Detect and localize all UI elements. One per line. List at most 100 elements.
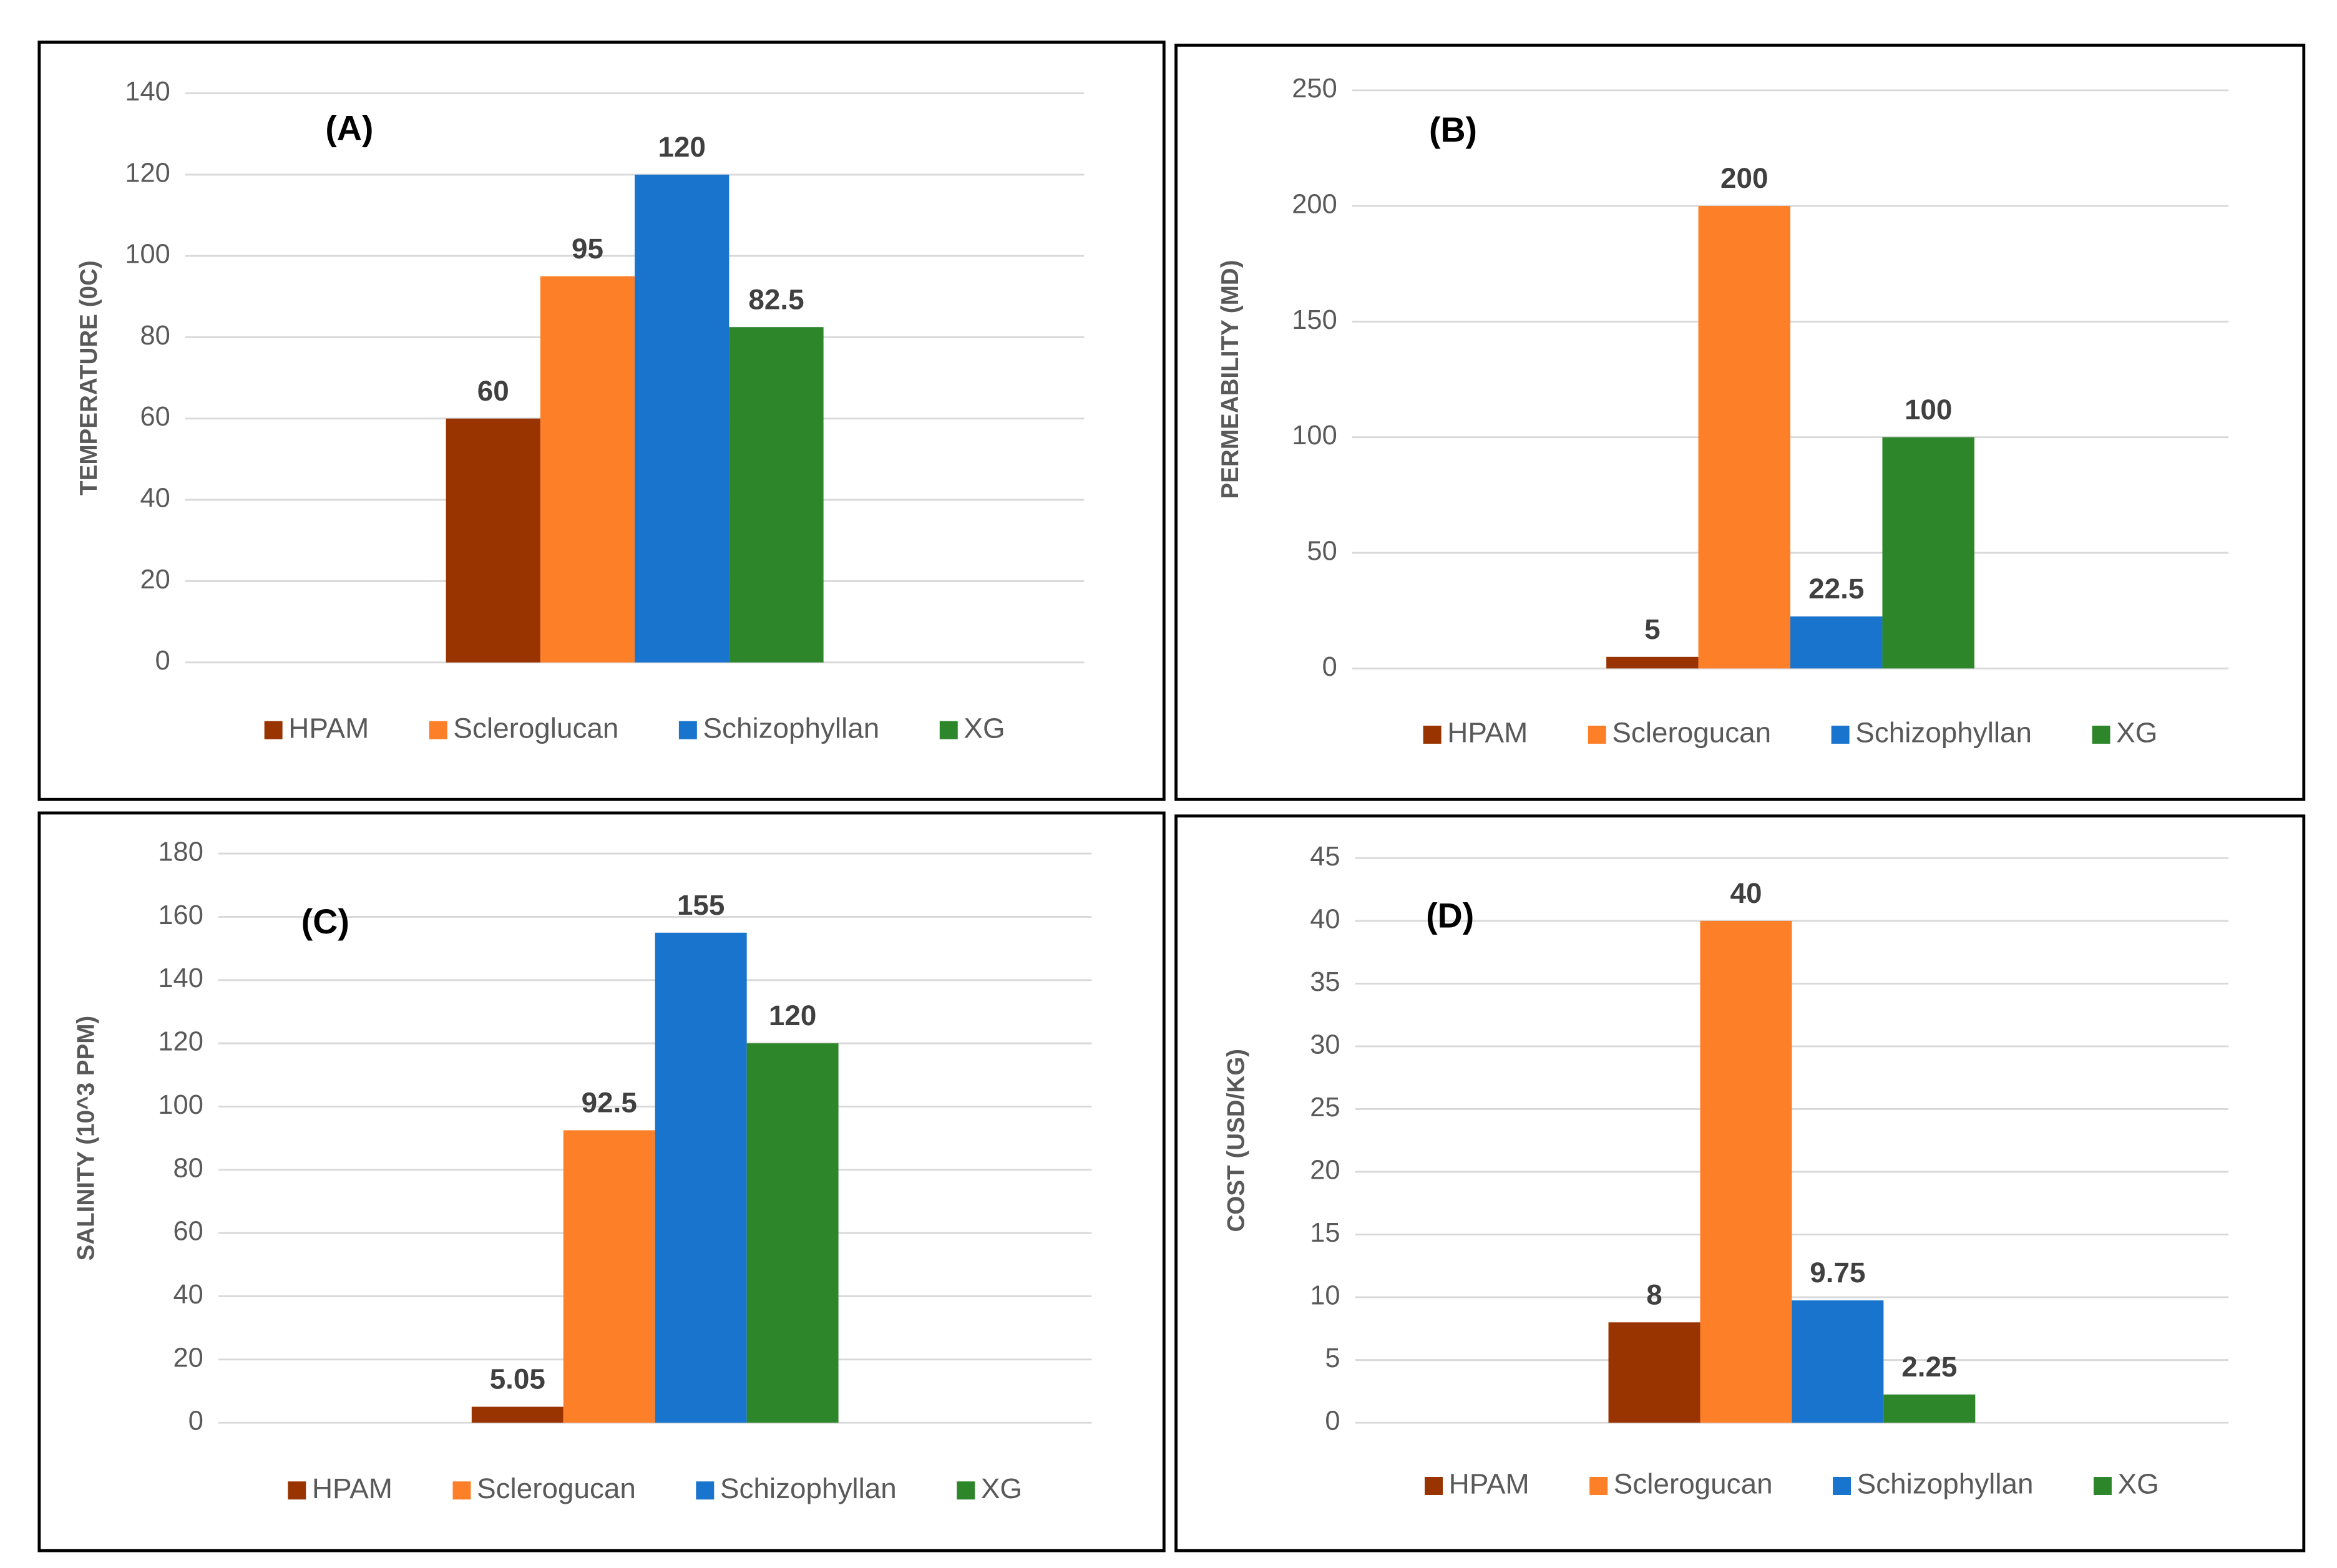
y-tick-label: 0 (188, 1406, 203, 1436)
y-tick-label: 140 (125, 77, 170, 107)
bar (563, 1130, 655, 1423)
chart-panel: 0 50 100 150 200 250 5 200 22.5 100 (B) PERMEABILIT… (1174, 43, 2306, 801)
value-label: 100 (1905, 394, 1952, 426)
y-tick-label: 100 (125, 240, 170, 270)
y-tick-label: 40 (1310, 904, 1340, 934)
legend-swatch (1589, 1477, 1608, 1495)
value-label: 5 (1644, 613, 1661, 645)
value-label: 200 (1720, 162, 1768, 194)
bar (655, 932, 747, 1423)
chart-panel: 0 20 40 60 80 100 120 140 160 180 5.05 92.5 155 120 (C… (37, 811, 1166, 1552)
y-tick-label: 120 (158, 1027, 203, 1057)
value-label: 22.5 (1808, 573, 1864, 605)
y-axis-label: COST (USD/KG) (1223, 1049, 1250, 1232)
legend-label: XG (2116, 717, 2157, 749)
legend-swatch (1425, 1477, 1443, 1495)
value-label: 60 (477, 375, 509, 407)
legend-label: Schizophyllan (703, 712, 879, 744)
legend-label: HPAM (1449, 1468, 1530, 1500)
value-label: 82.5 (748, 283, 804, 315)
y-tick-label: 60 (173, 1217, 203, 1247)
legend-label: Schizophyllan (1855, 717, 2032, 749)
legend-swatch (1833, 1477, 1852, 1495)
y-tick-label: 30 (1310, 1030, 1340, 1059)
legend-swatch (264, 721, 283, 739)
y-tick-label: 0 (155, 646, 170, 676)
value-label: 2.25 (1901, 1351, 1957, 1383)
value-label: 9.75 (1810, 1257, 1865, 1288)
y-tick-label: 60 (140, 402, 170, 432)
panel-annotation: (D) (1426, 897, 1474, 935)
y-tick-label: 80 (140, 321, 170, 351)
y-tick-label: 40 (173, 1280, 203, 1310)
y-tick-label: 10 (1310, 1281, 1340, 1311)
y-tick-label: 25 (1310, 1093, 1340, 1122)
legend-swatch (429, 721, 447, 739)
y-tick-label: 150 (1292, 305, 1337, 335)
value-label: 92.5 (582, 1087, 637, 1119)
legend-swatch (288, 1481, 306, 1500)
y-tick-label: 5 (1325, 1343, 1340, 1373)
y-tick-label: 80 (173, 1153, 203, 1183)
y-tick-label: 180 (158, 837, 203, 867)
bar (729, 327, 824, 663)
legend-swatch (1588, 726, 1606, 744)
legend-swatch (1423, 726, 1442, 744)
legend-label: HPAM (312, 1473, 393, 1504)
y-tick-label: 250 (1292, 74, 1337, 104)
y-tick-label: 120 (125, 158, 170, 188)
bar (1790, 616, 1883, 669)
bar (446, 418, 540, 663)
legend-label: Sclerogucan (1612, 717, 1771, 749)
legend-label: XG (964, 712, 1005, 744)
legend-label: HPAM (1447, 717, 1528, 749)
bar (471, 1406, 564, 1423)
legend-swatch (2092, 726, 2110, 744)
legend-label: Sclerogucan (477, 1473, 636, 1504)
legend-swatch (957, 1481, 975, 1500)
bar (635, 174, 729, 663)
y-tick-label: 200 (1292, 190, 1337, 220)
y-tick-label: 100 (1292, 421, 1337, 450)
y-tick-label: 160 (158, 900, 203, 930)
bar (1882, 437, 1974, 669)
y-tick-label: 45 (1310, 842, 1340, 872)
legend-label: XG (981, 1473, 1022, 1504)
y-tick-label: 0 (1322, 652, 1337, 682)
legend-swatch (2093, 1477, 2112, 1495)
panel-border (1174, 814, 2306, 1552)
bar (1700, 920, 1792, 1423)
y-tick-label: 50 (1307, 536, 1337, 566)
legend-label: Scleroglucan (453, 712, 618, 744)
chart-panel: 0 20 40 60 80 100 120 140 60 95 120 82.5 (A) TEMPERAT… (37, 41, 1166, 801)
legend-label: Sclerogucan (1614, 1468, 1773, 1500)
bar (1608, 1322, 1700, 1423)
legend-swatch (939, 721, 958, 739)
value-label: 95 (572, 233, 603, 265)
y-axis-label: SALINITY (10^3 PPM) (72, 1016, 99, 1261)
value-label: 120 (769, 1000, 816, 1031)
y-axis-label: PERMEABILITY (MD) (1217, 260, 1244, 499)
legend-swatch (678, 721, 697, 739)
panel-border (37, 41, 1166, 801)
legend-swatch (1831, 726, 1850, 744)
panel-border (1174, 43, 2306, 801)
bar (746, 1043, 839, 1423)
bar (1883, 1394, 1976, 1423)
y-tick-label: 20 (140, 565, 170, 595)
legend-swatch (452, 1481, 471, 1500)
y-tick-label: 15 (1310, 1218, 1340, 1248)
y-tick-label: 100 (158, 1090, 203, 1120)
value-label: 40 (1730, 877, 1762, 909)
bar (540, 276, 635, 663)
bar (1698, 206, 1791, 669)
y-axis-label: TEMPERATURE (0C) (76, 260, 102, 495)
y-tick-label: 20 (1310, 1155, 1340, 1185)
value-label: 8 (1646, 1278, 1662, 1310)
legend-label: XG (2118, 1468, 2159, 1500)
y-tick-label: 0 (1325, 1406, 1340, 1436)
legend-label: Schizophyllan (1857, 1468, 2034, 1500)
value-label: 5.05 (490, 1363, 545, 1395)
